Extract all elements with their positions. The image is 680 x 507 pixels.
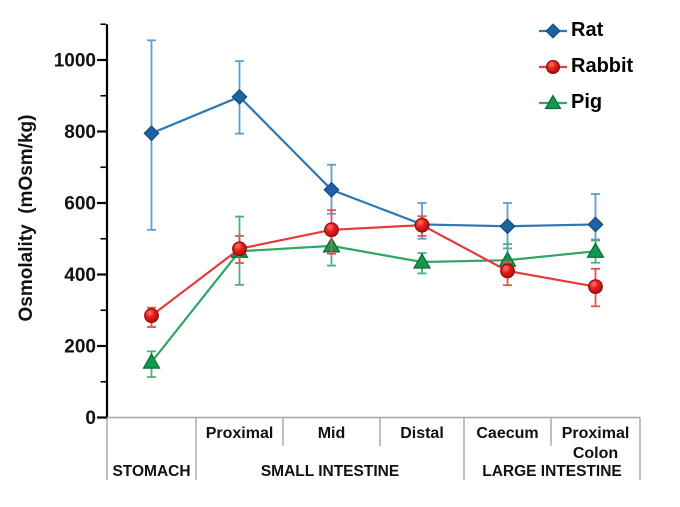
pig-triangle-marker-icon — [537, 92, 569, 114]
legend-label-rabbit: Rabbit — [571, 55, 634, 77]
rat-diamond-marker-icon — [537, 20, 569, 42]
svg-text:600: 600 — [64, 194, 96, 215]
legend-item-rabbit: Rabbit — [537, 52, 633, 81]
legend: Rat Rabbit Pig — [537, 16, 633, 117]
legend-label-pig: Pig — [571, 91, 603, 113]
x-axis-table: Proximal Mid Distal Caecum Proximal Colon STOM… — [106, 416, 641, 480]
svg-text:1000: 1000 — [54, 51, 96, 72]
svg-text:Proximal: Proximal — [562, 425, 630, 442]
legend-label-rat: Rat — [571, 19, 604, 41]
svg-text:Mid: Mid — [318, 425, 346, 442]
legend-item-rat: Rat — [537, 16, 633, 45]
svg-text:200: 200 — [64, 337, 96, 358]
svg-text:STOMACH: STOMACH — [112, 463, 190, 480]
svg-text:SMALL INTESTINE: SMALL INTESTINE — [261, 463, 399, 480]
svg-text:Proximal: Proximal — [206, 425, 274, 442]
y-axis-title: Osmolality (mOsm/kg) — [16, 114, 37, 322]
rabbit-circle-marker-icon — [537, 56, 569, 78]
series-pig — [142, 215, 605, 379]
svg-text:Caecum: Caecum — [476, 425, 538, 442]
svg-text:LARGE INTESTINE: LARGE INTESTINE — [482, 463, 622, 480]
legend-item-pig: Pig — [537, 88, 633, 117]
svg-text:400: 400 — [64, 265, 96, 286]
series-rat — [143, 39, 604, 250]
svg-text:Colon: Colon — [573, 445, 618, 462]
y-axis: 0 200 400 600 800 1000 — [54, 23, 109, 429]
series-rabbit — [144, 209, 603, 328]
svg-text:0: 0 — [85, 408, 96, 429]
svg-text:800: 800 — [64, 122, 96, 143]
svg-text:Distal: Distal — [400, 425, 444, 442]
